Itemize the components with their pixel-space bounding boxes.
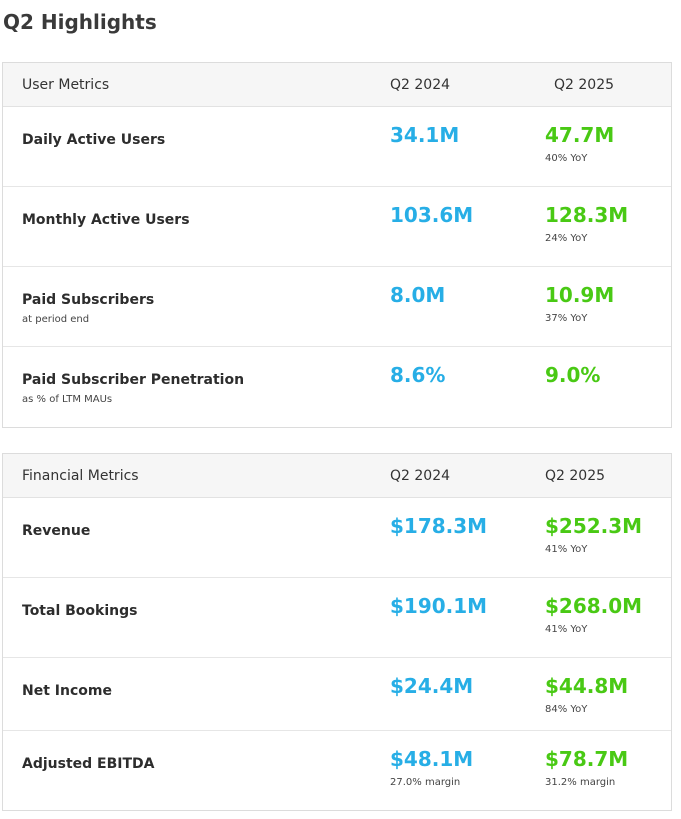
table-row-net-income: Net Income $24.4M $44.8M 84% YoY: [3, 658, 671, 731]
q2-2024-value: $178.3M: [390, 514, 488, 538]
table-row-paid-subscribers: Paid Subscribers at period end 8.0M 10.9…: [3, 267, 671, 347]
table-row-revenue: Revenue $178.3M $252.3M 41% YoY: [3, 498, 671, 578]
user-metrics-header: User Metrics Q2 2024 Q2 2025: [3, 63, 671, 107]
user-metrics-table: User Metrics Q2 2024 Q2 2025 Daily Activ…: [2, 62, 672, 428]
metric-sublabel: as % of LTM MAUs: [22, 394, 113, 405]
metric-label: Adjusted EBITDA: [22, 756, 155, 772]
q2-2025-value: 47.7M: [545, 123, 615, 147]
metric-label: Net Income: [22, 683, 112, 699]
financial-metrics-heading: Financial Metrics: [22, 468, 139, 484]
table-row-paid-subscriber-penetration: Paid Subscriber Penetration as % of LTM …: [3, 347, 671, 427]
financial-metrics-table: Financial Metrics Q2 2024 Q2 2025 Revenu…: [2, 453, 672, 811]
yoy-change: 40% YoY: [545, 153, 588, 164]
q2-2025-value: $78.7M: [545, 747, 629, 771]
column-header-q2-2025: Q2 2025: [545, 468, 606, 484]
q2-2025-value: $268.0M: [545, 594, 643, 618]
yoy-change: 37% YoY: [545, 313, 588, 324]
column-header-q2-2025: Q2 2025: [554, 77, 615, 93]
financial-metrics-header: Financial Metrics Q2 2024 Q2 2025: [3, 454, 671, 498]
table-row-daily-active-users: Daily Active Users 34.1M 47.7M 40% YoY: [3, 107, 671, 187]
metric-label: Monthly Active Users: [22, 212, 190, 228]
q2-2025-value: 10.9M: [545, 283, 615, 307]
metric-label: Total Bookings: [22, 603, 138, 619]
q2-2025-value: 128.3M: [545, 203, 629, 227]
metric-label: Paid Subscribers: [22, 292, 155, 308]
q2-2024-value: 8.0M: [390, 283, 446, 307]
column-header-q2-2024: Q2 2024: [390, 468, 451, 484]
metric-label: Revenue: [22, 523, 91, 539]
q2-2024-value: 8.6%: [390, 363, 446, 387]
metric-label: Daily Active Users: [22, 132, 166, 148]
metric-label: Paid Subscriber Penetration: [22, 372, 245, 388]
q2-2024-value: 103.6M: [390, 203, 474, 227]
margin-note: 31.2% margin: [545, 777, 616, 788]
yoy-change: 84% YoY: [545, 704, 588, 715]
q2-2025-value: 9.0%: [545, 363, 601, 387]
table-row-adjusted-ebitda: Adjusted EBITDA $48.1M 27.0% margin $78.…: [3, 731, 671, 810]
column-header-q2-2024: Q2 2024: [390, 77, 451, 93]
q2-2024-value: $24.4M: [390, 674, 474, 698]
q2-2025-value: $44.8M: [545, 674, 629, 698]
margin-note: 27.0% margin: [390, 777, 461, 788]
q2-2024-value: 34.1M: [390, 123, 460, 147]
user-metrics-heading: User Metrics: [22, 77, 110, 93]
q2-2024-value: $48.1M: [390, 747, 474, 771]
yoy-change: 41% YoY: [545, 624, 588, 635]
table-row-total-bookings: Total Bookings $190.1M $268.0M 41% YoY: [3, 578, 671, 658]
table-row-monthly-active-users: Monthly Active Users 103.6M 128.3M 24% Y…: [3, 187, 671, 267]
metric-sublabel: at period end: [22, 314, 90, 325]
q2-2025-value: $252.3M: [545, 514, 643, 538]
page-title: Q2 Highlights: [3, 10, 157, 34]
q2-2024-value: $190.1M: [390, 594, 488, 618]
yoy-change: 41% YoY: [545, 544, 588, 555]
yoy-change: 24% YoY: [545, 233, 588, 244]
